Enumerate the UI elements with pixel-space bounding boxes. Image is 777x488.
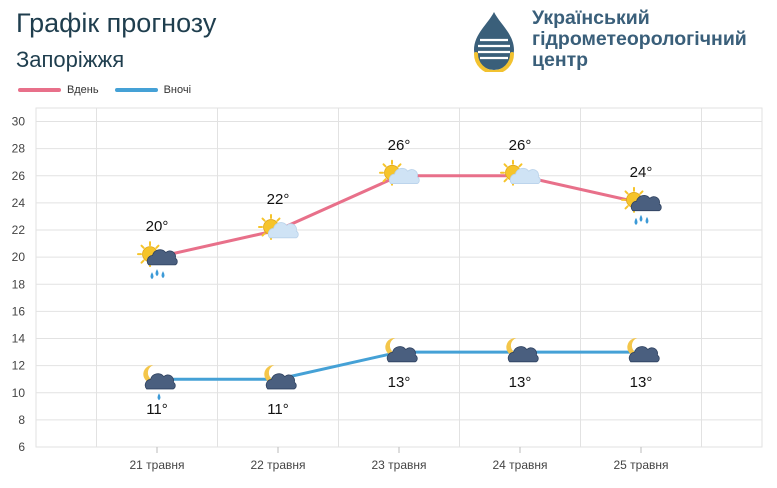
moon-cloud-icon [627, 338, 660, 363]
moon-crescent [264, 365, 280, 384]
sun-ray [624, 205, 629, 210]
legend-item-night[interactable]: Вночі [114, 84, 192, 96]
cloud-shape [386, 346, 418, 363]
day-data-label: 26° [509, 137, 532, 154]
legend-label-day: Вдень [67, 84, 99, 96]
y-tick-label: 6 [18, 440, 25, 454]
org-line-1: Український [532, 7, 650, 29]
moon-cloud-rain-icon [143, 365, 176, 401]
sun-ray [503, 178, 508, 183]
x-tick-label: 25 травня [613, 458, 668, 472]
legend-swatch-night [114, 88, 158, 92]
sun-cloud-rain-icon [621, 186, 662, 225]
rain-drop [161, 271, 165, 279]
y-tick-label: 24 [12, 196, 26, 210]
x-tick-label: 21 травня [129, 458, 184, 472]
legend-swatch-day [18, 88, 61, 92]
y-tick-label: 8 [18, 413, 25, 427]
sun-ray [624, 190, 629, 195]
y-tick-label: 18 [12, 277, 26, 291]
sun-ray [261, 232, 266, 237]
legend-item-day[interactable]: Вдень [18, 84, 99, 96]
night-data-label: 11° [146, 401, 168, 418]
y-tick-label: 12 [12, 359, 26, 373]
day-data-label: 22° [267, 191, 290, 208]
day-data-label: 20° [146, 218, 169, 235]
cloud-shape [509, 167, 541, 184]
y-tick-label: 26 [12, 169, 26, 183]
hydromet-logo [474, 12, 514, 72]
rain-drop [157, 393, 161, 401]
night-data-label: 13° [630, 374, 653, 391]
sun-cloud-icon [258, 214, 299, 241]
sun-ray [382, 163, 387, 168]
x-tick-label: 24 травня [492, 458, 547, 472]
y-tick-label: 10 [12, 386, 26, 400]
chart-legend: Вдень Вночі [18, 84, 207, 96]
day-data-label: 24° [630, 164, 653, 181]
y-tick-label: 16 [12, 304, 26, 318]
rain-drop [155, 269, 159, 277]
day-data-label: 26° [388, 137, 411, 154]
rain-drop [634, 217, 638, 225]
moon-cloud-icon [506, 338, 539, 363]
x-tick-label: 23 травня [371, 458, 426, 472]
rain-drop [639, 214, 643, 222]
org-line-3: центр [532, 49, 589, 71]
y-tick-label: 28 [12, 142, 26, 156]
cloud-shape [144, 373, 176, 390]
moon-crescent [143, 365, 159, 384]
sun-ray [276, 217, 281, 222]
cloud-shape [630, 195, 662, 212]
y-tick-label: 30 [12, 115, 26, 129]
chart-title: Графік прогнозу [16, 8, 217, 38]
night-data-label: 13° [509, 374, 532, 391]
cloud-shape [265, 373, 297, 390]
plot-area [35, 107, 763, 448]
sun-ray [382, 178, 387, 183]
legend-label-night: Вночі [163, 84, 192, 96]
sun-ray [155, 244, 160, 249]
organization-name: Український гідрометеорологічний центр [532, 8, 747, 71]
moon-cloud-icon [264, 365, 297, 390]
sun-ray [518, 163, 523, 168]
sun-ray [140, 244, 145, 249]
y-tick-label: 14 [12, 332, 26, 346]
moon-crescent [627, 338, 643, 357]
moon-crescent [385, 338, 401, 357]
cloud-shape [507, 346, 539, 363]
sun-ray [639, 190, 644, 195]
rain-drop [150, 272, 154, 280]
moon-crescent [506, 338, 522, 357]
sun-cloud-icon [379, 159, 420, 186]
x-tick-label: 22 травня [250, 458, 305, 472]
y-tick-label: 22 [12, 223, 26, 237]
sun-ray [503, 163, 508, 168]
city-name: Запоріжжя [16, 47, 125, 72]
sun-ray [397, 163, 402, 168]
night-data-label: 13° [388, 374, 411, 391]
cloud-shape [388, 167, 420, 184]
org-line-2: гідрометеорологічний [532, 28, 747, 50]
sun-ray [261, 217, 266, 222]
sun-ray [140, 259, 145, 264]
cloud-shape [267, 222, 299, 239]
night-data-label: 11° [267, 401, 289, 418]
y-tick-label: 20 [12, 250, 26, 264]
cloud-shape [628, 346, 660, 363]
moon-cloud-icon [385, 338, 418, 363]
sun-cloud-rain-icon [137, 241, 178, 280]
rain-drop [645, 216, 649, 224]
sun-cloud-icon [500, 159, 541, 186]
day-series-line [156, 174, 642, 259]
cloud-shape [146, 249, 178, 266]
